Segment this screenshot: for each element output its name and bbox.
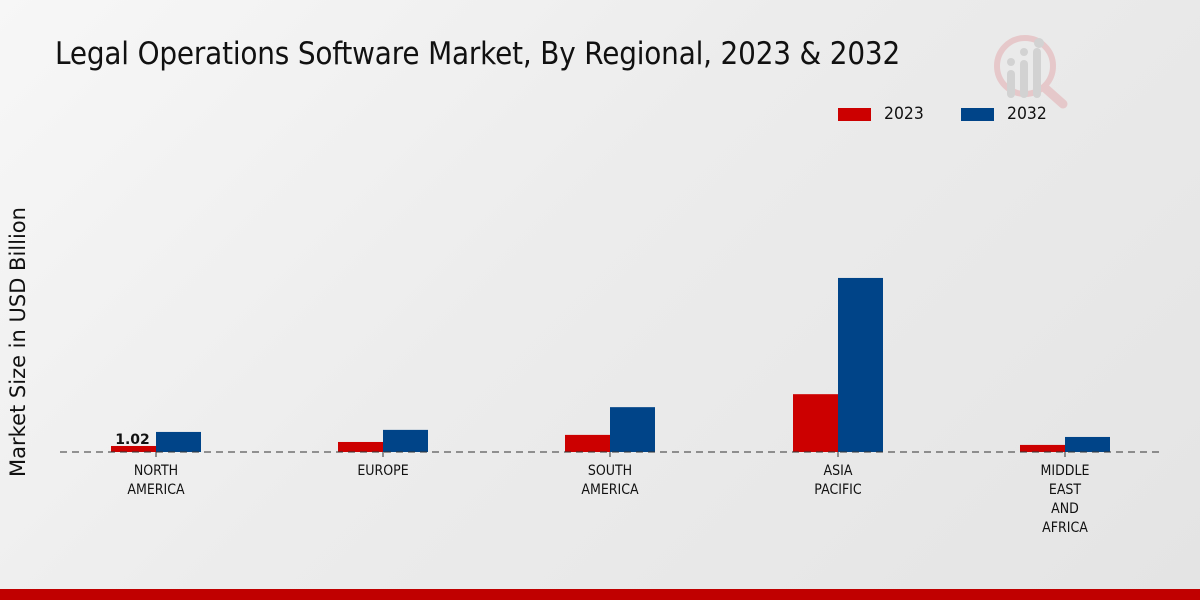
x-tick-label-1-0: EUROPE xyxy=(357,463,408,479)
bar-2023-3[interactable] xyxy=(793,394,838,452)
legend-swatch-2023 xyxy=(838,107,871,121)
legend-item-2032[interactable]: 2032 xyxy=(961,104,1050,124)
x-tick-label-4-2: AND xyxy=(1051,501,1079,517)
bar-2023-2[interactable] xyxy=(565,434,610,452)
legend-swatch-2032 xyxy=(961,107,995,121)
chart-title: Legal Operations Software Market, By Reg… xyxy=(55,36,901,72)
bar-2032-3[interactable] xyxy=(838,277,883,452)
legend-label-2032: 2032 xyxy=(1007,104,1048,124)
legend-label-2023: 2023 xyxy=(884,104,924,124)
x-tick-label-2-1: AMERICA xyxy=(581,482,638,498)
x-tick-label-4-1: EAST xyxy=(1049,482,1082,498)
legend-item-2023[interactable]: 2023 xyxy=(838,104,927,124)
data-label-0: 1.02 xyxy=(115,432,150,448)
bar-2032-2[interactable] xyxy=(610,407,655,452)
watermark-logo-icon xyxy=(993,30,1073,110)
brand-footer-bar xyxy=(0,589,1200,600)
bar-2032-4[interactable] xyxy=(1065,436,1110,452)
bar-2023-0[interactable] xyxy=(111,445,156,452)
bar-2023-1[interactable] xyxy=(338,441,383,452)
legend: 2023 2032 xyxy=(838,104,1085,124)
x-tick-label-0-1: AMERICA xyxy=(127,482,184,498)
bar-2023-4[interactable] xyxy=(1020,444,1065,452)
bar-2032-1[interactable] xyxy=(383,429,428,452)
bar-2032-0[interactable] xyxy=(156,431,201,452)
x-tick-label-4-0: MIDDLE xyxy=(1041,463,1090,479)
x-tick-label-4-3: AFRICA xyxy=(1042,520,1088,536)
x-tick-label-2-0: SOUTH xyxy=(588,463,632,479)
x-tick-label-3-1: PACIFIC xyxy=(814,482,861,498)
x-tick-label-3-0: ASIA xyxy=(824,463,853,479)
x-tick-label-0-0: NORTH xyxy=(134,463,178,479)
